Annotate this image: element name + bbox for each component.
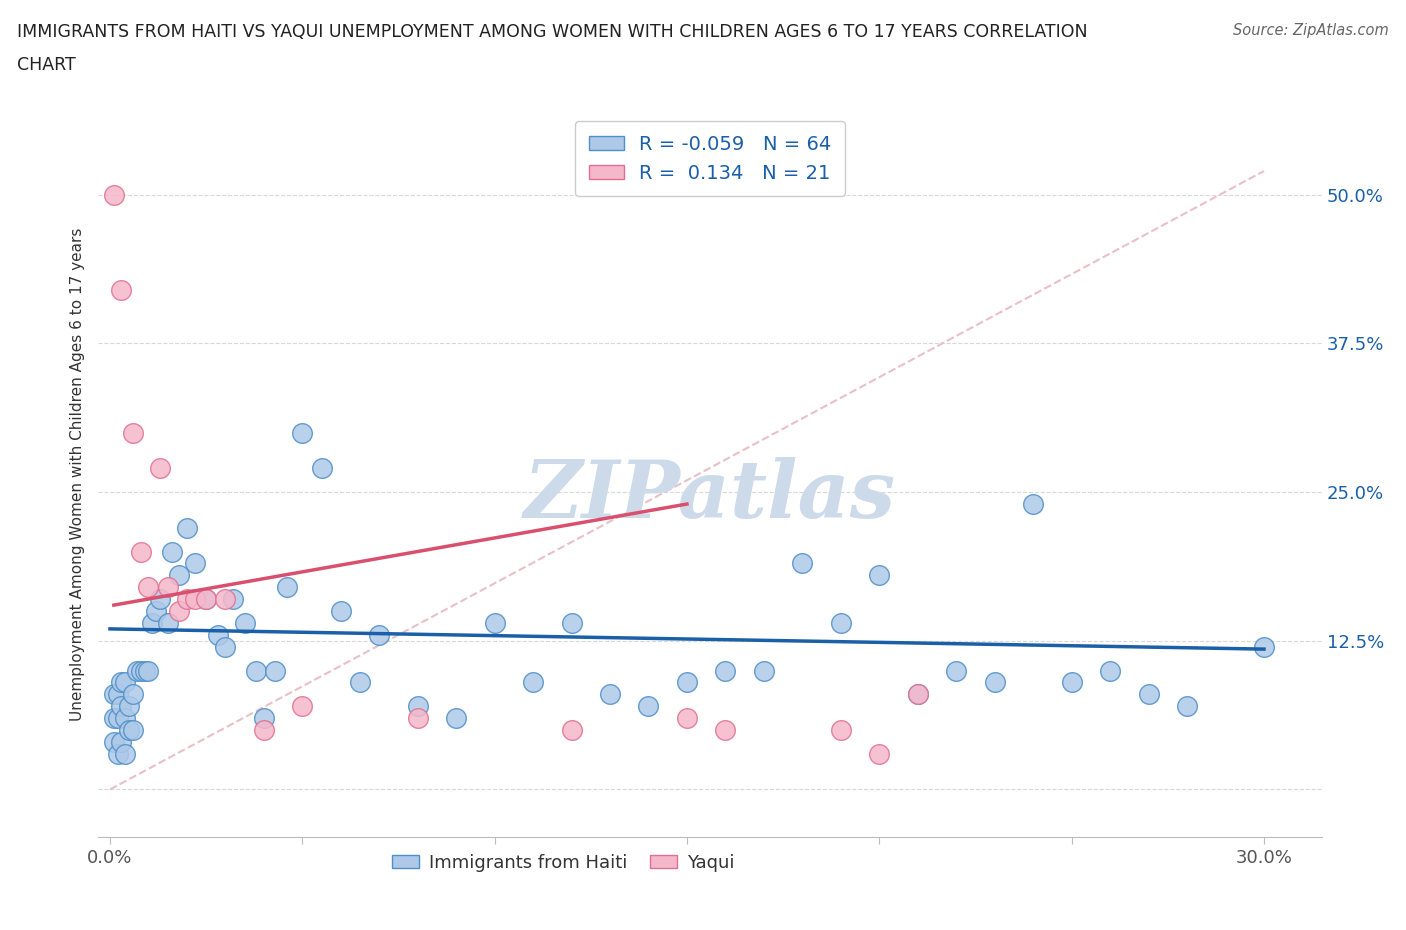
Point bbox=[276, 579, 298, 594]
Point bbox=[134, 663, 156, 678]
Point bbox=[141, 616, 163, 631]
Point bbox=[907, 687, 929, 702]
Point bbox=[714, 663, 737, 678]
Point bbox=[176, 521, 198, 536]
Y-axis label: Unemployment Among Women with Children Ages 6 to 17 years: Unemployment Among Women with Children A… bbox=[70, 228, 86, 721]
Text: ZIPatlas: ZIPatlas bbox=[524, 458, 896, 535]
Point bbox=[1253, 639, 1275, 654]
Point bbox=[103, 188, 125, 203]
Point bbox=[868, 568, 890, 583]
Point bbox=[792, 556, 814, 571]
Point bbox=[149, 591, 172, 606]
Point bbox=[138, 663, 160, 678]
Point bbox=[122, 723, 145, 737]
Point bbox=[110, 283, 132, 298]
Point bbox=[103, 687, 125, 702]
Point bbox=[195, 591, 218, 606]
Point bbox=[156, 579, 179, 594]
Point bbox=[1022, 497, 1045, 512]
Point bbox=[349, 675, 371, 690]
Point bbox=[110, 698, 132, 713]
Point bbox=[1175, 698, 1198, 713]
Point bbox=[311, 461, 333, 476]
Point bbox=[406, 711, 429, 725]
Point bbox=[368, 628, 391, 643]
Point bbox=[222, 591, 245, 606]
Point bbox=[637, 698, 659, 713]
Point bbox=[945, 663, 967, 678]
Point bbox=[752, 663, 775, 678]
Point bbox=[122, 425, 145, 440]
Point bbox=[107, 711, 129, 725]
Point bbox=[983, 675, 1005, 690]
Point bbox=[183, 556, 205, 571]
Point bbox=[868, 746, 890, 761]
Point bbox=[1099, 663, 1122, 678]
Point bbox=[444, 711, 467, 725]
Point bbox=[253, 711, 276, 725]
Point bbox=[907, 687, 929, 702]
Point bbox=[830, 723, 852, 737]
Point bbox=[122, 687, 145, 702]
Point bbox=[176, 591, 198, 606]
Point bbox=[138, 579, 160, 594]
Point bbox=[714, 723, 737, 737]
Point bbox=[114, 675, 136, 690]
Point bbox=[107, 687, 129, 702]
Point bbox=[103, 735, 125, 750]
Point bbox=[110, 675, 132, 690]
Point bbox=[253, 723, 276, 737]
Point bbox=[114, 746, 136, 761]
Point bbox=[676, 711, 699, 725]
Point bbox=[118, 723, 141, 737]
Point bbox=[114, 711, 136, 725]
Point bbox=[207, 628, 229, 643]
Point bbox=[406, 698, 429, 713]
Point bbox=[183, 591, 205, 606]
Point bbox=[291, 425, 314, 440]
Point bbox=[561, 723, 583, 737]
Point bbox=[264, 663, 287, 678]
Point bbox=[561, 616, 583, 631]
Point bbox=[214, 591, 236, 606]
Point bbox=[214, 639, 236, 654]
Point bbox=[329, 604, 352, 618]
Text: Source: ZipAtlas.com: Source: ZipAtlas.com bbox=[1233, 23, 1389, 38]
Point bbox=[1060, 675, 1083, 690]
Point bbox=[167, 604, 190, 618]
Point bbox=[676, 675, 699, 690]
Point bbox=[599, 687, 621, 702]
Point bbox=[167, 568, 190, 583]
Point bbox=[484, 616, 506, 631]
Point bbox=[110, 735, 132, 750]
Point bbox=[129, 663, 152, 678]
Point bbox=[233, 616, 256, 631]
Point bbox=[145, 604, 167, 618]
Point bbox=[103, 711, 125, 725]
Point bbox=[125, 663, 148, 678]
Point bbox=[1137, 687, 1160, 702]
Point bbox=[118, 698, 141, 713]
Point bbox=[129, 544, 152, 559]
Point bbox=[830, 616, 852, 631]
Point bbox=[195, 591, 218, 606]
Point bbox=[107, 746, 129, 761]
Point bbox=[156, 616, 179, 631]
Point bbox=[245, 663, 267, 678]
Point bbox=[160, 544, 183, 559]
Point bbox=[291, 698, 314, 713]
Point bbox=[522, 675, 544, 690]
Text: CHART: CHART bbox=[17, 56, 76, 73]
Point bbox=[149, 461, 172, 476]
Legend: Immigrants from Haiti, Yaqui: Immigrants from Haiti, Yaqui bbox=[384, 846, 742, 879]
Text: IMMIGRANTS FROM HAITI VS YAQUI UNEMPLOYMENT AMONG WOMEN WITH CHILDREN AGES 6 TO : IMMIGRANTS FROM HAITI VS YAQUI UNEMPLOYM… bbox=[17, 23, 1087, 41]
